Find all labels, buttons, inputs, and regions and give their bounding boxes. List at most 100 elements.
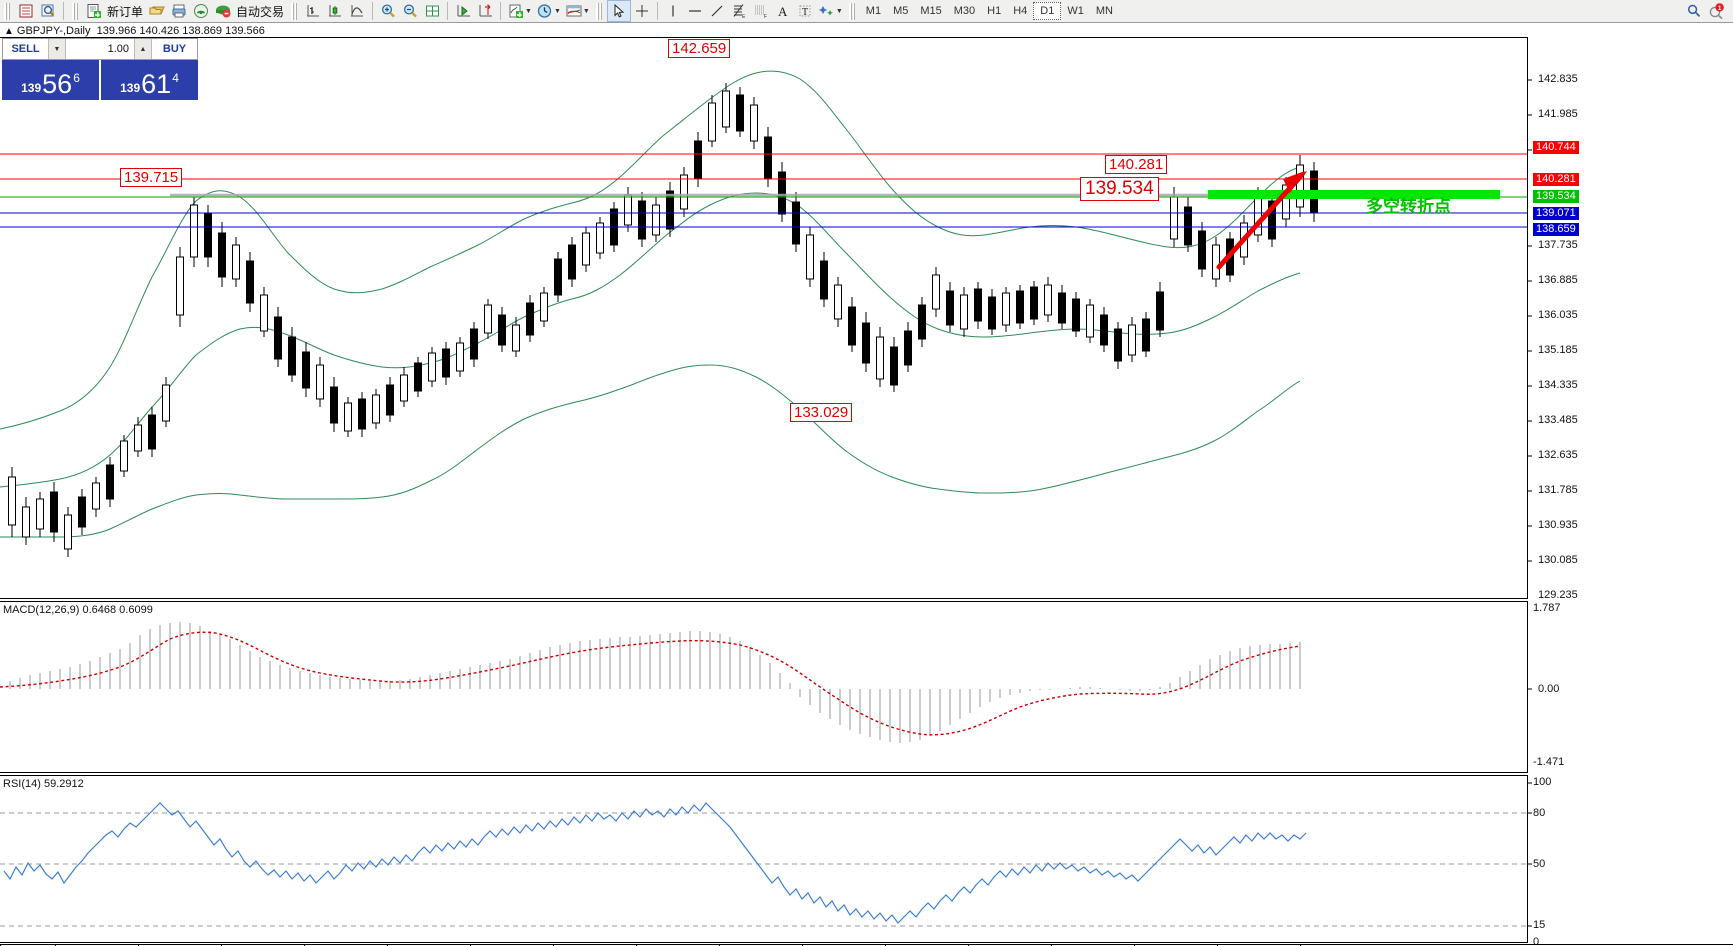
price-tag-139715[interactable]: 139.715 bbox=[120, 168, 183, 187]
toolbar-grip[interactable] bbox=[291, 2, 299, 20]
bar-chart-icon[interactable] bbox=[302, 1, 324, 21]
new-order-icon[interactable] bbox=[83, 1, 105, 21]
y-label: 130.935 bbox=[1538, 519, 1578, 531]
chart-area[interactable]: ▲ GBPJPY-,Daily 139.966 140.426 138.869 1… bbox=[0, 23, 1733, 946]
price-tag-133029[interactable]: 133.029 bbox=[790, 403, 853, 422]
folder-icon[interactable] bbox=[146, 1, 168, 21]
chevron-down-icon[interactable]: ▼ bbox=[553, 7, 561, 15]
fibonacci-fan-icon[interactable]: F bbox=[750, 1, 772, 21]
timeframe-d1[interactable]: D1 bbox=[1033, 2, 1062, 20]
symbol-name: GBPJPY-,Daily bbox=[16, 25, 91, 37]
buy-price-display[interactable]: 139 61 4 bbox=[101, 60, 198, 100]
chevron-down-icon[interactable]: ▼ bbox=[582, 7, 590, 15]
toolbar-grip[interactable] bbox=[595, 2, 603, 20]
line-chart-icon[interactable] bbox=[346, 1, 368, 21]
svg-text:A: A bbox=[778, 4, 788, 19]
macd-chart-svg[interactable] bbox=[0, 601, 1733, 773]
sell-price-fraction: 6 bbox=[73, 71, 80, 85]
price-tag-142659[interactable]: 142.659 bbox=[668, 39, 731, 58]
price-tag-139534[interactable]: 139.534 bbox=[1080, 177, 1159, 201]
timeframe-m5[interactable]: M5 bbox=[893, 5, 909, 17]
buy-button[interactable]: BUY bbox=[162, 43, 187, 55]
cursor-icon[interactable] bbox=[606, 0, 631, 22]
one-click-trading-panel[interactable]: SELL ▼ 1.00 ▲ BUY 139 56 6 139 61 4 bbox=[2, 38, 198, 100]
sell-button[interactable]: SELL bbox=[11, 43, 40, 55]
new-order-label[interactable]: 新订单 bbox=[107, 4, 144, 19]
period-clock-icon[interactable] bbox=[534, 1, 556, 21]
timeframe-m30[interactable]: M30 bbox=[953, 5, 976, 17]
print-icon[interactable] bbox=[168, 1, 190, 21]
y-label: 131.785 bbox=[1538, 484, 1578, 496]
svg-text:E: E bbox=[742, 14, 746, 19]
price-pane[interactable]: 142.659 139.715 140.281 139.534 133.029 … bbox=[0, 37, 1733, 599]
trend-arrow-icon bbox=[1216, 171, 1307, 270]
chevron-down-icon[interactable]: ▼ bbox=[525, 7, 532, 15]
rsi-pane[interactable]: RSI(14) 59.2912 bbox=[0, 775, 1733, 943]
one-click-price-row[interactable]: 139 56 6 139 61 4 bbox=[2, 60, 198, 100]
auto-scroll-icon[interactable] bbox=[452, 1, 474, 21]
buy-price-pips: 61 bbox=[141, 69, 172, 99]
y-label: 133.485 bbox=[1538, 414, 1578, 426]
rsi-chart-svg[interactable] bbox=[0, 775, 1733, 943]
price-tag-140281[interactable]: 140.281 bbox=[1105, 155, 1168, 174]
trendline-icon[interactable] bbox=[706, 1, 728, 21]
volume-increment-button[interactable]: ▲ bbox=[134, 39, 152, 59]
text-icon[interactable]: A bbox=[772, 1, 794, 21]
zoom-out-icon[interactable] bbox=[399, 1, 421, 21]
one-click-top-row[interactable]: SELL ▼ 1.00 ▲ BUY bbox=[2, 38, 198, 60]
volume-input[interactable]: 1.00 bbox=[66, 39, 134, 59]
toolbar-grip[interactable] bbox=[848, 2, 856, 20]
y-label: 136.885 bbox=[1538, 274, 1578, 286]
timeframe-m15[interactable]: M15 bbox=[920, 5, 942, 17]
rsi-y-label-15: 15 bbox=[1533, 919, 1546, 931]
timeframe-w1[interactable]: W1 bbox=[1067, 5, 1084, 17]
toolbar-right-group: 1 bbox=[1683, 1, 1733, 21]
vertical-line-icon[interactable] bbox=[662, 1, 684, 21]
market-watch-icon[interactable] bbox=[15, 1, 37, 21]
toolbar-separator bbox=[447, 2, 449, 20]
toolbar-grip[interactable] bbox=[4, 2, 11, 20]
add-indicator-icon[interactable] bbox=[505, 1, 527, 21]
templates-icon[interactable] bbox=[563, 1, 585, 21]
chart-shift-icon[interactable] bbox=[474, 1, 496, 21]
toolbar-grip[interactable] bbox=[72, 2, 79, 20]
tile-windows-icon[interactable] bbox=[421, 1, 443, 21]
expert-advisor-icon[interactable] bbox=[212, 1, 234, 21]
alert-badge-icon[interactable]: 1 bbox=[1705, 1, 1727, 21]
shapes-icon[interactable] bbox=[816, 1, 838, 21]
candlestick-chart-icon[interactable] bbox=[324, 1, 346, 21]
macd-pane[interactable]: MACD(12,26,9) 0.6468 0.6099 bbox=[0, 601, 1733, 773]
sell-price-display[interactable]: 139 56 6 bbox=[2, 60, 101, 100]
toolbar-separator bbox=[656, 2, 658, 20]
data-window-icon[interactable] bbox=[37, 1, 59, 21]
timeframe-m1[interactable]: M1 bbox=[865, 5, 882, 17]
horizontal-line-icon[interactable] bbox=[684, 1, 706, 21]
macd-indicator-title: MACD(12,26,9) 0.6468 0.6099 bbox=[3, 604, 153, 616]
volume-decrement-button[interactable]: ▼ bbox=[48, 39, 66, 59]
chevron-down-icon[interactable]: ▼ bbox=[835, 7, 843, 15]
y-label: 134.335 bbox=[1538, 379, 1578, 391]
text-label-icon[interactable]: T bbox=[794, 1, 816, 21]
symbol-info-line: ▲ GBPJPY-,Daily 139.966 140.426 138.869 1… bbox=[4, 25, 265, 37]
auto-trading-label[interactable]: 自动交易 bbox=[236, 4, 285, 19]
price-badge-140281: 140.281 bbox=[1533, 173, 1579, 186]
toolbar-separator bbox=[372, 2, 374, 20]
price-badge-138659: 138.659 bbox=[1533, 223, 1579, 236]
price-chart-svg[interactable] bbox=[0, 37, 1733, 599]
timeframe-h1[interactable]: H1 bbox=[987, 5, 1002, 17]
fibonacci-icon[interactable]: E bbox=[728, 1, 750, 21]
chinese-annotation-label[interactable]: 多空转折点 bbox=[1366, 197, 1451, 217]
main-toolbar[interactable]: 新订单 自动交易 ▼ ▼ bbox=[0, 0, 1733, 23]
y-label: 135.185 bbox=[1538, 344, 1578, 356]
signal-icon[interactable] bbox=[190, 1, 212, 21]
svg-text:F: F bbox=[764, 14, 767, 19]
timeframe-mn[interactable]: MN bbox=[1095, 5, 1113, 17]
macd-y-label-zero: 0.00 bbox=[1538, 683, 1560, 695]
ohlc-high: 140.426 bbox=[139, 25, 180, 37]
timeframe-h4[interactable]: H4 bbox=[1013, 5, 1028, 17]
buy-price-fraction: 4 bbox=[172, 71, 179, 85]
crosshair-icon[interactable] bbox=[631, 1, 653, 21]
zoom-in-icon[interactable] bbox=[377, 1, 399, 21]
svg-text:T: T bbox=[802, 7, 808, 18]
search-icon[interactable] bbox=[1683, 1, 1705, 21]
